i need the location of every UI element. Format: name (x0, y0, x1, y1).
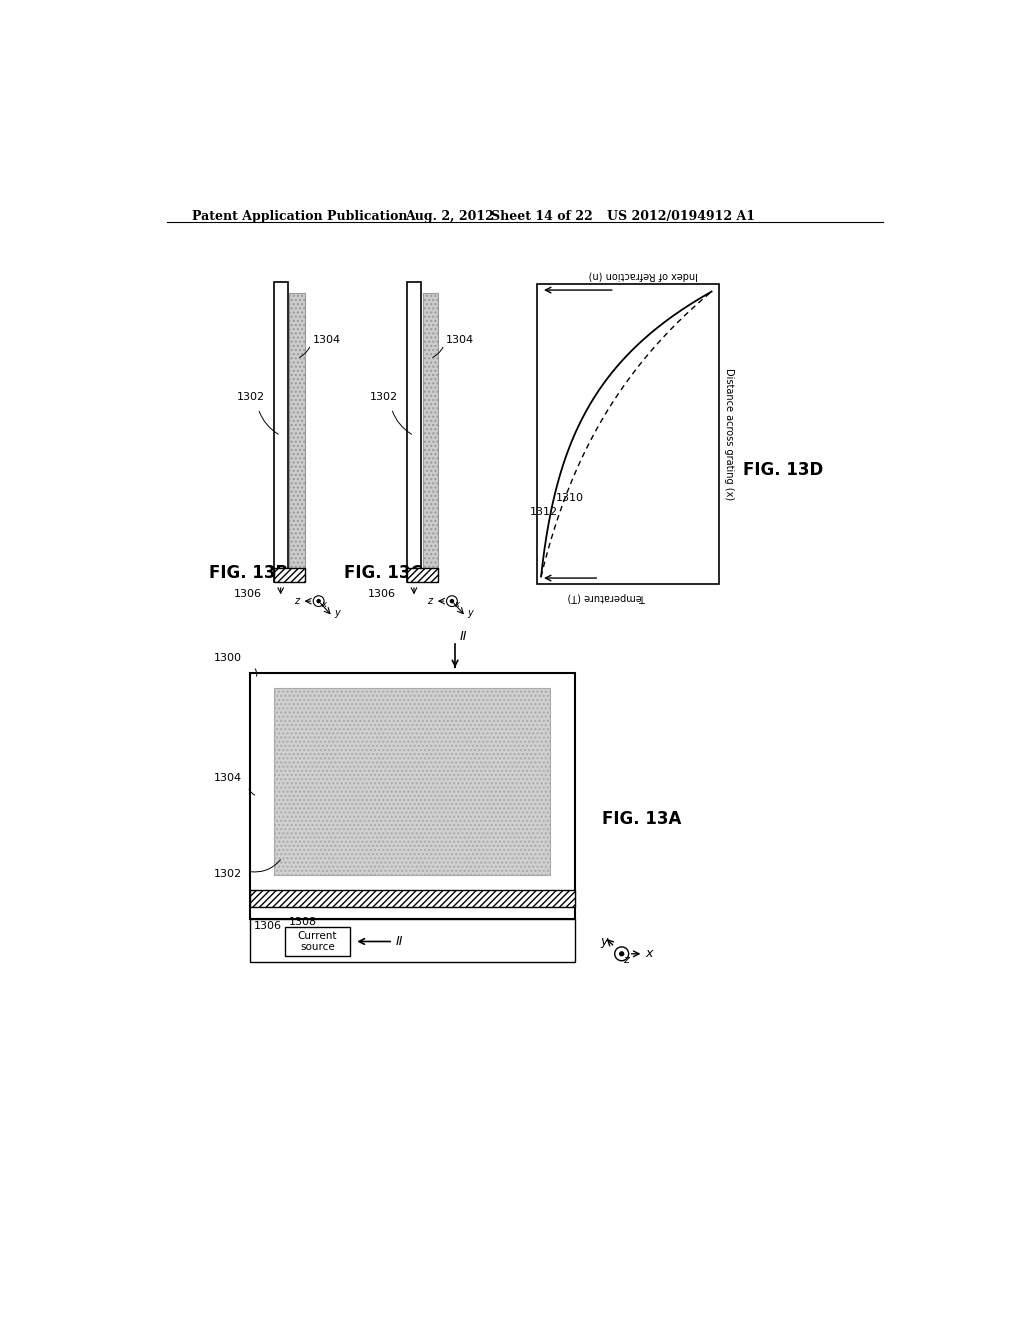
Text: z: z (624, 956, 629, 965)
Text: Temperature (T): Temperature (T) (567, 591, 646, 602)
Text: Index of Refraction (n): Index of Refraction (n) (589, 271, 698, 280)
Bar (274, 688, 550, 875)
Text: Distance across grating (x): Distance across grating (x) (724, 368, 733, 500)
Text: FIG. 13A: FIG. 13A (602, 810, 682, 828)
Text: y: y (334, 609, 340, 618)
Circle shape (451, 599, 454, 603)
Bar (285, 927, 350, 956)
Bar (273, 568, 305, 582)
Text: US 2012/0194912 A1: US 2012/0194912 A1 (607, 210, 755, 223)
Text: II: II (460, 631, 467, 644)
Text: 1304: 1304 (214, 772, 242, 783)
Text: 1308: 1308 (289, 917, 316, 928)
Text: 1302: 1302 (237, 392, 264, 403)
Text: 1302: 1302 (370, 392, 398, 403)
Text: 1304: 1304 (445, 335, 474, 346)
Text: 1306: 1306 (234, 589, 262, 599)
Circle shape (620, 952, 624, 956)
Bar (250, 673, 575, 919)
Text: 1304: 1304 (312, 335, 341, 346)
Text: FIG. 13B: FIG. 13B (209, 564, 288, 582)
Text: Aug. 2, 2012: Aug. 2, 2012 (406, 210, 495, 223)
Text: x: x (646, 948, 653, 961)
Bar (273, 281, 288, 582)
Bar (289, 293, 305, 570)
Text: x: x (321, 601, 326, 610)
Text: Sheet 14 of 22: Sheet 14 of 22 (490, 210, 593, 223)
Bar (250, 890, 575, 907)
Text: y: y (600, 935, 607, 948)
Text: 1306: 1306 (254, 921, 282, 931)
Text: Current
source: Current source (298, 931, 337, 952)
Bar (423, 293, 438, 570)
Bar (250, 919, 575, 961)
Text: 1302: 1302 (214, 869, 242, 879)
Circle shape (317, 599, 321, 603)
Text: z: z (294, 597, 299, 606)
Text: FIG. 13C: FIG. 13C (344, 564, 423, 582)
Text: 1312: 1312 (529, 507, 557, 517)
Text: z: z (427, 597, 432, 606)
Text: x: x (455, 601, 460, 610)
Bar (407, 568, 438, 582)
Text: y: y (467, 609, 473, 618)
Text: II: II (395, 935, 402, 948)
Text: 1306: 1306 (368, 589, 395, 599)
Bar (407, 281, 421, 582)
Text: 1310: 1310 (556, 492, 585, 503)
Text: Patent Application Publication: Patent Application Publication (191, 210, 408, 223)
Text: 1300: 1300 (214, 653, 242, 663)
Bar (538, 284, 719, 585)
Text: FIG. 13D: FIG. 13D (742, 461, 823, 479)
